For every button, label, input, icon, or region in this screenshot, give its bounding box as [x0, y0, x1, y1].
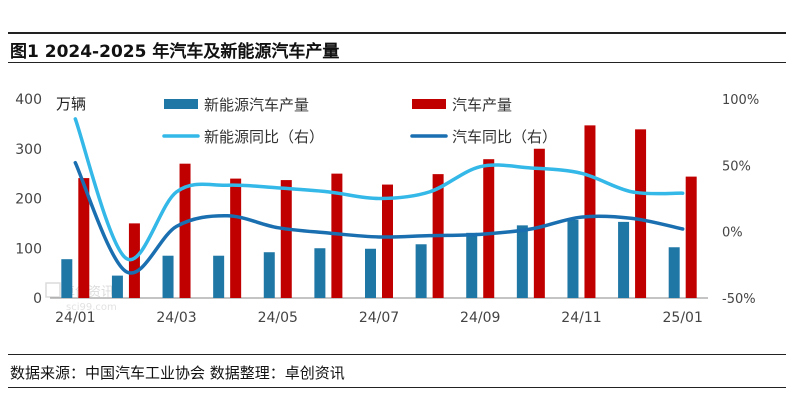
footer-rule: [8, 354, 786, 355]
line-series: [73, 117, 685, 275]
nev-production-bar: [516, 225, 528, 298]
car-production-bar: [179, 163, 191, 298]
nev-production-bar: [263, 252, 275, 298]
y-right-tick-label: 0%: [722, 226, 743, 241]
car-production-bar: [584, 125, 596, 299]
y-left-tick-label: 0: [33, 291, 42, 307]
legend-label: 新能源同比（右）: [204, 128, 324, 146]
car-production-bar: [635, 129, 647, 298]
nev-production-bar: [466, 232, 478, 298]
nev-production-bar: [415, 244, 427, 298]
title-underline: [8, 62, 786, 63]
nev-production-bar: [618, 221, 630, 298]
car-production-bar: [483, 159, 495, 298]
y-right-tick-label: 100%: [722, 93, 759, 108]
nev-production-bar: [162, 255, 174, 298]
car-production-bar: [280, 180, 292, 298]
bottom-rule: [8, 387, 786, 388]
y-right-tick-label: 50%: [722, 159, 751, 174]
y-left-tick-label: 200: [15, 192, 42, 208]
nev-production-bar: [213, 255, 225, 298]
y-left-tick-label: 400: [15, 92, 42, 108]
svg-text:sci99.com: sci99.com: [66, 302, 117, 313]
y-left-tick-label: 300: [15, 142, 42, 158]
x-tick-label: 24/01: [55, 310, 95, 326]
legend-swatch: [164, 99, 198, 109]
car-production-bar: [128, 223, 140, 298]
car-production-bar: [78, 178, 90, 298]
car-production-bar: [331, 173, 343, 298]
x-axis: 24/01 24/03 24/05 24/07 24/09 24/11 25/01: [50, 297, 708, 326]
legend-label: 新能源汽车产量: [204, 96, 309, 114]
nev-yoy-line: [73, 117, 685, 262]
nev-production-bar: [111, 275, 123, 298]
legend-label: 汽车产量: [452, 96, 512, 114]
x-tick-label: 24/03: [156, 310, 196, 326]
legend-swatch: [412, 99, 446, 109]
y-axis-right: -50% 0% 50% 100%: [722, 93, 759, 307]
nev-production-bar: [567, 219, 579, 298]
car-production-bar: [230, 178, 242, 298]
x-tick-label: 24/11: [561, 310, 601, 326]
y-right-tick-label: -50%: [722, 292, 756, 307]
nev-production-bar: [314, 248, 326, 298]
data-source: 数据来源：中国汽车工业协会 数据整理：卓创资讯: [10, 364, 345, 382]
figure-title: 图1 2024-2025 年汽车及新能源汽车产量: [10, 42, 340, 62]
y-left-tick-label: 100: [15, 241, 42, 257]
car-production-bar: [382, 184, 393, 298]
x-tick-label: 24/09: [460, 310, 500, 326]
top-rule: [8, 32, 786, 34]
legend-label: 汽车同比（右）: [452, 128, 557, 146]
nev-production-bar: [365, 248, 376, 298]
car-production-bar: [685, 176, 697, 298]
car-yoy-line: [73, 160, 685, 275]
nev-production-bar: [668, 247, 680, 298]
nev-production-bar: [61, 259, 73, 298]
x-tick-label: 24/05: [258, 310, 298, 326]
y-axis-left: 0 100 200 300 400: [15, 92, 42, 307]
car-production-bar: [533, 148, 545, 298]
bar-series: [61, 125, 697, 299]
x-tick-label: 25/01: [663, 310, 703, 326]
y-unit-label: 万辆: [56, 95, 86, 113]
x-tick-label: 24/07: [359, 310, 399, 326]
